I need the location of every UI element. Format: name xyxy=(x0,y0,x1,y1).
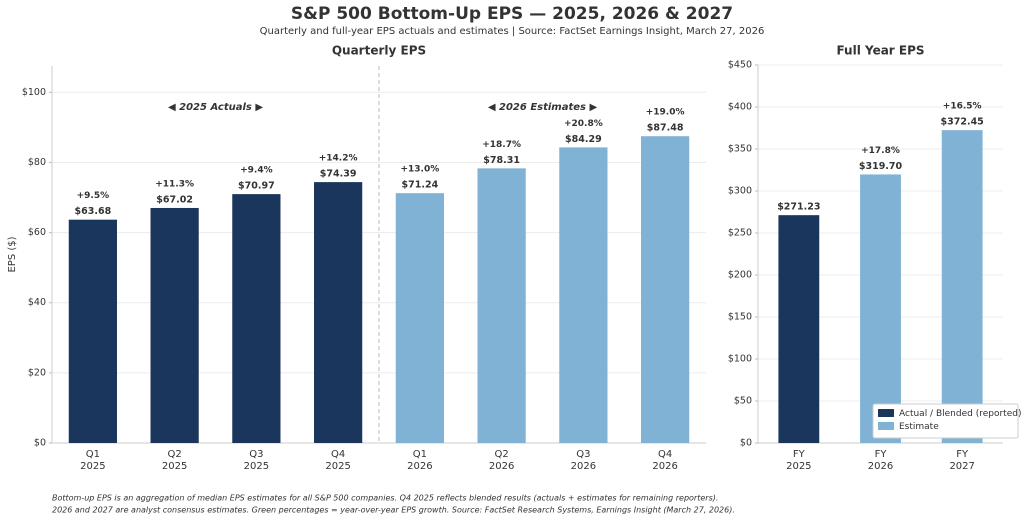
y-tick-label: $60 xyxy=(28,227,46,238)
x-tick-label-line: FY xyxy=(875,449,888,460)
y-tick-label: $0 xyxy=(740,438,752,449)
legend-box xyxy=(872,403,1019,439)
value-label: $271.23 xyxy=(777,202,820,213)
value-label: $78.31 xyxy=(483,155,520,166)
legend-swatch xyxy=(878,422,894,430)
value-label: $87.48 xyxy=(647,123,684,134)
growth-label: +19.0% xyxy=(646,108,685,118)
x-tick-label-line: 2026 xyxy=(868,461,893,472)
annotation: ◀ 2026 Estimates ▶ xyxy=(488,102,598,113)
bar xyxy=(559,147,608,444)
growth-label: +18.7% xyxy=(482,140,521,150)
value-label: $372.45 xyxy=(941,117,984,128)
y-tick-label: $100 xyxy=(22,87,46,98)
x-tick-label-line: Q4 xyxy=(331,449,345,460)
x-tick-label-line: 2026 xyxy=(407,461,432,472)
x-tick-label-line: 2026 xyxy=(489,461,514,472)
panel-title: Full Year EPS xyxy=(836,44,924,58)
x-tick-label-line: 2025 xyxy=(244,461,269,472)
y-tick-label: $400 xyxy=(728,102,752,113)
y-tick-label: $150 xyxy=(728,312,752,323)
value-label: $319.70 xyxy=(859,161,903,172)
value-label: $67.02 xyxy=(156,194,193,205)
page-subtitle: Quarterly and full-year EPS actuals and … xyxy=(260,26,765,37)
value-label: $84.29 xyxy=(565,134,602,145)
bar xyxy=(641,136,690,444)
x-tick-label: FY 2027 xyxy=(949,449,974,472)
x-tick-label: FY 2025 xyxy=(786,449,811,472)
growth-label: +14.2% xyxy=(319,154,358,164)
x-tick-label-line: Q3 xyxy=(249,449,263,460)
bar xyxy=(150,207,199,443)
growth-label: +16.5% xyxy=(943,102,982,112)
x-tick-label-line: 2026 xyxy=(571,461,596,472)
panel-title: Quarterly EPS xyxy=(332,44,426,58)
growth-label: +13.0% xyxy=(400,165,439,175)
bar xyxy=(232,194,281,443)
x-tick-label-line: FY xyxy=(793,449,806,460)
x-tick-label: Q3 2026 xyxy=(571,449,596,472)
x-tick-label: Q1 2025 xyxy=(80,449,105,472)
growth-label: +17.8% xyxy=(861,146,900,156)
x-tick-label-line: Q1 xyxy=(413,449,427,460)
x-tick-label-line: Q4 xyxy=(658,449,672,460)
y-tick-label: $80 xyxy=(28,157,46,168)
value-label: $74.39 xyxy=(320,169,357,180)
y-tick-label: $0 xyxy=(34,438,46,449)
y-tick-label: $20 xyxy=(28,367,46,378)
value-label: $70.97 xyxy=(238,181,275,192)
y-tick-label: $50 xyxy=(734,396,752,407)
y-tick-label: $200 xyxy=(728,270,752,281)
legend-label: Actual / Blended (reported) xyxy=(899,409,1021,419)
bar xyxy=(941,130,983,443)
legend-swatch xyxy=(878,409,894,417)
growth-label: +9.4% xyxy=(240,166,273,176)
bar xyxy=(68,219,117,443)
x-tick-label: Q1 2026 xyxy=(407,449,432,472)
growth-label: +11.3% xyxy=(155,179,194,189)
bar xyxy=(778,215,820,443)
x-tick-label-line: Q2 xyxy=(495,449,509,460)
x-tick-label: Q2 2026 xyxy=(489,449,514,472)
footnote: Bottom-up EPS is an aggregation of media… xyxy=(52,494,718,503)
value-label: $71.24 xyxy=(402,180,439,191)
x-tick-label-line: 2025 xyxy=(786,461,811,472)
bar xyxy=(477,168,526,443)
x-tick-label-line: 2025 xyxy=(162,461,187,472)
y-tick-label: $100 xyxy=(728,354,752,365)
x-tick-label-line: Q1 xyxy=(86,449,100,460)
x-tick-label-line: 2027 xyxy=(949,461,974,472)
legend-label: Estimate xyxy=(899,422,939,432)
growth-label: +9.5% xyxy=(77,191,110,201)
x-tick-label-line: 2026 xyxy=(652,461,677,472)
footnote: 2026 and 2027 are analyst consensus esti… xyxy=(52,506,735,515)
value-label: $63.68 xyxy=(75,206,112,217)
y-tick-label: $40 xyxy=(28,297,46,308)
x-tick-label-line: 2025 xyxy=(80,461,105,472)
bar xyxy=(314,182,363,443)
bar xyxy=(395,193,444,443)
x-tick-label: Q4 2026 xyxy=(652,449,677,472)
page-title: S&P 500 Bottom-Up EPS — 2025, 2026 & 202… xyxy=(291,4,733,24)
y-axis-label: EPS ($) xyxy=(7,236,18,272)
y-tick-label: $450 xyxy=(728,60,752,71)
x-tick-label: Q3 2025 xyxy=(244,449,269,472)
growth-label: +20.8% xyxy=(564,119,603,129)
x-tick-label: Q2 2025 xyxy=(162,449,187,472)
y-tick-label: $300 xyxy=(728,186,752,197)
x-tick-label-line: Q3 xyxy=(576,449,590,460)
x-tick-label-line: FY xyxy=(956,449,969,460)
x-tick-label: FY 2026 xyxy=(868,449,893,472)
annotation: ◀ 2025 Actuals ▶ xyxy=(168,102,263,113)
y-tick-label: $250 xyxy=(728,228,752,239)
y-tick-label: $350 xyxy=(728,144,752,155)
bar xyxy=(860,174,901,443)
x-tick-label: Q4 2025 xyxy=(325,449,350,472)
x-tick-label-line: Q2 xyxy=(168,449,182,460)
x-tick-label-line: 2025 xyxy=(325,461,350,472)
